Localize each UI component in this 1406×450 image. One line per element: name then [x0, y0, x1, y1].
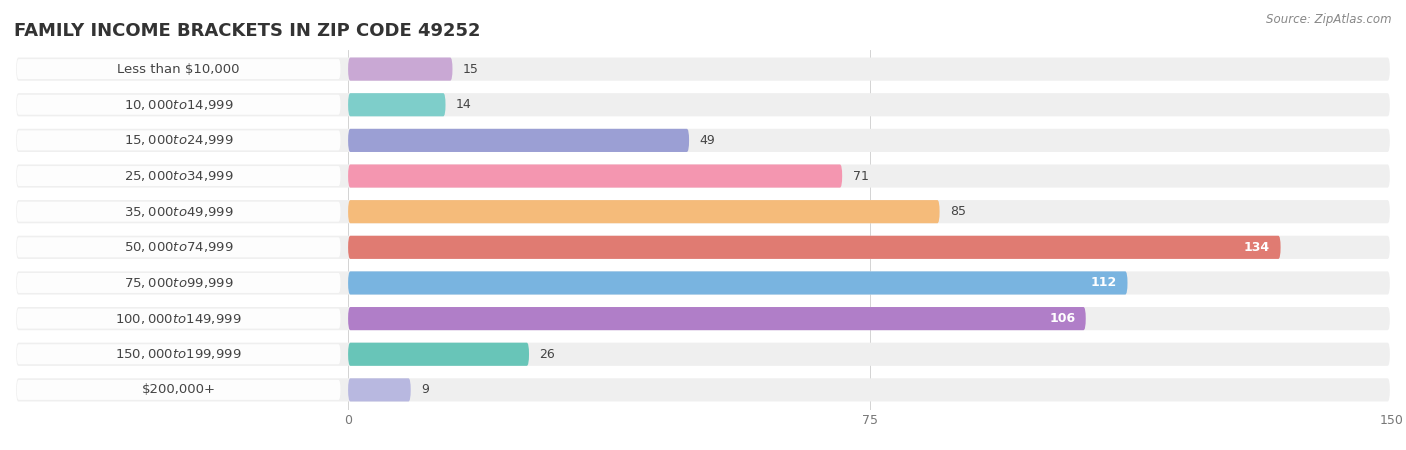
FancyBboxPatch shape [17, 59, 340, 79]
Text: $150,000 to $199,999: $150,000 to $199,999 [115, 347, 242, 361]
Text: $25,000 to $34,999: $25,000 to $34,999 [124, 169, 233, 183]
FancyBboxPatch shape [15, 164, 1391, 188]
FancyBboxPatch shape [15, 271, 1391, 295]
FancyBboxPatch shape [15, 378, 1391, 401]
FancyBboxPatch shape [349, 236, 1281, 259]
FancyBboxPatch shape [15, 236, 1391, 259]
FancyBboxPatch shape [15, 93, 1391, 117]
FancyBboxPatch shape [349, 271, 1128, 295]
Text: $200,000+: $200,000+ [142, 383, 215, 396]
FancyBboxPatch shape [15, 307, 1391, 330]
FancyBboxPatch shape [349, 129, 689, 152]
FancyBboxPatch shape [17, 130, 340, 150]
FancyBboxPatch shape [15, 129, 1391, 152]
Text: 134: 134 [1244, 241, 1270, 254]
Text: $75,000 to $99,999: $75,000 to $99,999 [124, 276, 233, 290]
Text: 71: 71 [852, 170, 869, 183]
FancyBboxPatch shape [349, 164, 842, 188]
Text: 26: 26 [540, 348, 555, 361]
FancyBboxPatch shape [349, 307, 1085, 330]
Text: FAMILY INCOME BRACKETS IN ZIP CODE 49252: FAMILY INCOME BRACKETS IN ZIP CODE 49252 [14, 22, 481, 40]
Text: 49: 49 [700, 134, 716, 147]
Text: $35,000 to $49,999: $35,000 to $49,999 [124, 205, 233, 219]
Text: 106: 106 [1049, 312, 1076, 325]
Text: $10,000 to $14,999: $10,000 to $14,999 [124, 98, 233, 112]
FancyBboxPatch shape [349, 93, 446, 117]
Text: Source: ZipAtlas.com: Source: ZipAtlas.com [1267, 14, 1392, 27]
FancyBboxPatch shape [17, 202, 340, 222]
Text: 15: 15 [463, 63, 479, 76]
FancyBboxPatch shape [15, 342, 1391, 366]
Text: $50,000 to $74,999: $50,000 to $74,999 [124, 240, 233, 254]
FancyBboxPatch shape [17, 166, 340, 186]
FancyBboxPatch shape [349, 342, 529, 366]
FancyBboxPatch shape [15, 200, 1391, 223]
Text: 14: 14 [456, 98, 471, 111]
Text: $100,000 to $149,999: $100,000 to $149,999 [115, 311, 242, 326]
FancyBboxPatch shape [17, 95, 340, 115]
FancyBboxPatch shape [17, 309, 340, 328]
FancyBboxPatch shape [17, 380, 340, 400]
Text: 112: 112 [1091, 276, 1116, 289]
FancyBboxPatch shape [17, 273, 340, 293]
FancyBboxPatch shape [349, 200, 939, 223]
Text: Less than $10,000: Less than $10,000 [117, 63, 240, 76]
Text: 85: 85 [950, 205, 966, 218]
FancyBboxPatch shape [17, 344, 340, 364]
FancyBboxPatch shape [349, 58, 453, 81]
FancyBboxPatch shape [17, 237, 340, 257]
FancyBboxPatch shape [15, 58, 1391, 81]
FancyBboxPatch shape [349, 378, 411, 401]
Text: 9: 9 [422, 383, 429, 396]
Text: $15,000 to $24,999: $15,000 to $24,999 [124, 133, 233, 148]
